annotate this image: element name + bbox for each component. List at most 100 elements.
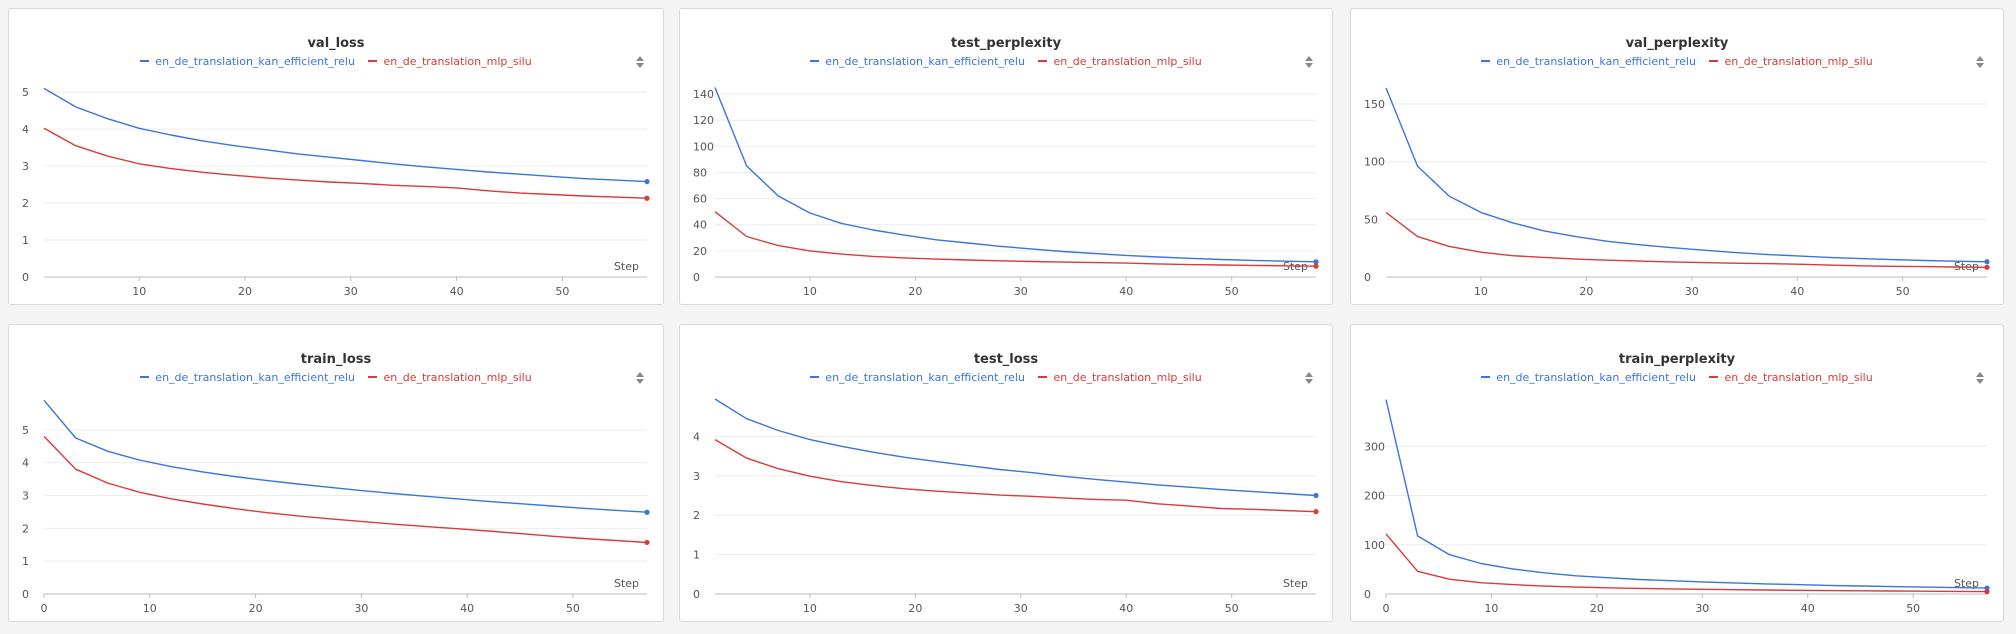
x-tick-label: 0 (1383, 602, 1390, 615)
y-tick-label: 1 (22, 555, 29, 568)
chart-legend: en_de_translation_kan_efficient_relu en_… (9, 55, 663, 69)
legend-scroll-arrows-icon[interactable] (1305, 56, 1313, 68)
y-tick-label: 4 (22, 123, 29, 136)
legend-entry-kan[interactable]: en_de_translation_kan_efficient_relu (810, 371, 1025, 385)
x-tick-label: 0 (41, 602, 48, 615)
x-tick-label: 50 (566, 602, 580, 615)
series-end-point-0 (1313, 259, 1319, 265)
x-tick-label: 40 (1119, 602, 1133, 615)
x-axis-label: Step (1954, 577, 1979, 590)
y-tick-label: 50 (1364, 213, 1378, 226)
series-line-0 (714, 398, 1317, 497)
legend-scroll-arrows-icon[interactable] (1305, 372, 1313, 384)
y-tick-label: 1 (22, 234, 29, 247)
legend-scroll-arrows-icon[interactable] (636, 372, 644, 384)
series-line-1 (714, 438, 1317, 513)
x-tick-label: 30 (354, 602, 368, 615)
x-tick-label: 30 (344, 285, 358, 298)
series-line-1 (43, 435, 648, 544)
series-line-0 (1385, 87, 1988, 263)
series-end-point-1 (1313, 509, 1319, 515)
legend-label: en_de_translation_kan_efficient_relu (155, 55, 355, 68)
panel-title: test_perplexity (950, 36, 1062, 51)
legend-entry-mlp[interactable]: en_de_translation_mlp_silu (368, 371, 532, 385)
y-tick-label: 3 (22, 490, 29, 503)
legend-line-icon (810, 376, 820, 378)
chart-legend: en_de_translation_kan_efficient_relu en_… (680, 371, 1332, 385)
legend-label: en_de_translation_kan_efficient_relu (1496, 371, 1696, 384)
legend-label: en_de_translation_kan_efficient_relu (825, 55, 1025, 68)
legend-entry-kan[interactable]: en_de_translation_kan_efficient_relu (140, 55, 355, 69)
legend-entry-mlp[interactable]: en_de_translation_mlp_silu (1038, 55, 1202, 69)
y-tick-label: 0 (1364, 588, 1371, 601)
series-end-point-1 (1984, 264, 1990, 270)
y-tick-label: 80 (693, 166, 707, 179)
chart-legend: en_de_translation_kan_efficient_relu en_… (1351, 371, 2003, 385)
legend-entry-kan[interactable]: en_de_translation_kan_efficient_relu (1481, 55, 1696, 69)
x-tick-label: 10 (1484, 602, 1498, 615)
panel-test-perplexity: 0 20 40 60 80 100 120 140 10 20 30 40 50 Step test_pe… (679, 8, 1333, 305)
panel-val-loss: 0 1 2 3 4 5 10 20 30 40 50 Step val_loss en_de_tran… (8, 8, 664, 305)
x-tick-label: 20 (249, 602, 263, 615)
legend-entry-kan[interactable]: en_de_translation_kan_efficient_relu (810, 55, 1025, 69)
legend-label: en_de_translation_kan_efficient_relu (1496, 55, 1696, 68)
y-tick-label: 20 (693, 245, 707, 258)
legend-entry-kan[interactable]: en_de_translation_kan_efficient_relu (140, 371, 355, 385)
y-tick-label: 5 (22, 424, 29, 437)
panel-title: test_loss (973, 352, 1039, 367)
legend-label: en_de_translation_mlp_silu (1053, 371, 1202, 384)
y-tick-label: 2 (22, 522, 29, 535)
series-line-1 (1385, 211, 1988, 268)
series-line-1 (43, 127, 648, 199)
legend-line-icon (1481, 60, 1491, 62)
legend-entry-kan[interactable]: en_de_translation_kan_efficient_relu (1481, 371, 1696, 385)
panel-train-loss: 0 1 2 3 4 5 0 10 20 30 40 50 Step train_loss en_de_t… (8, 324, 664, 622)
x-tick-label: 30 (1014, 602, 1028, 615)
x-tick-label: 20 (908, 602, 922, 615)
panel-train-perplexity: 0 100 200 300 0 10 20 30 40 50 Step train_perplexi… (1350, 324, 2004, 622)
series-end-point-1 (644, 539, 650, 546)
legend-entry-mlp[interactable]: en_de_translation_mlp_silu (1038, 371, 1202, 385)
y-tick-label: 100 (693, 140, 714, 153)
legend-scroll-arrows-icon[interactable] (1976, 372, 1984, 384)
val-loss-chart: 0 1 2 3 4 5 10 20 30 40 50 Step (22, 86, 650, 298)
x-tick-label: 20 (238, 285, 252, 298)
x-tick-label: 40 (1119, 285, 1133, 298)
legend-scroll-arrows-icon[interactable] (636, 56, 644, 68)
y-tick-label: 140 (693, 88, 714, 101)
test-loss-chart: 0 1 2 3 4 10 20 30 40 50 Step (693, 398, 1319, 615)
series-end-point-1 (1984, 589, 1990, 595)
series-line-1 (1385, 533, 1988, 593)
x-tick-label: 40 (1790, 285, 1804, 298)
x-tick-label: 20 (1590, 602, 1604, 615)
legend-line-icon (368, 60, 378, 62)
panel-title: val_loss (307, 36, 365, 51)
x-tick-label: 10 (803, 602, 817, 615)
series-end-point-1 (644, 195, 650, 201)
legend-label: en_de_translation_kan_efficient_relu (155, 371, 355, 384)
series-line-0 (43, 399, 648, 513)
legend-entry-mlp[interactable]: en_de_translation_mlp_silu (1709, 55, 1873, 69)
legend-entry-mlp[interactable]: en_de_translation_mlp_silu (1709, 371, 1873, 385)
series-line-1 (714, 211, 1317, 267)
legend-line-icon (140, 60, 150, 62)
panel-test-loss: 0 1 2 3 4 10 20 30 40 50 Step test_loss en_de_tran… (679, 324, 1333, 622)
y-tick-label: 1 (693, 549, 700, 562)
chart-legend: en_de_translation_kan_efficient_relu en_… (1351, 55, 2003, 69)
x-tick-label: 10 (1474, 285, 1488, 298)
y-tick-label: 0 (1364, 271, 1371, 284)
x-tick-label: 30 (1695, 602, 1709, 615)
series-line-0 (714, 87, 1317, 263)
legend-label: en_de_translation_mlp_silu (383, 371, 532, 384)
x-tick-label: 30 (1014, 285, 1028, 298)
chart-legend: en_de_translation_kan_efficient_relu en_… (9, 371, 663, 385)
legend-scroll-arrows-icon[interactable] (1976, 56, 1984, 68)
x-tick-label: 10 (132, 285, 146, 298)
y-tick-label: 0 (22, 271, 29, 284)
legend-entry-mlp[interactable]: en_de_translation_mlp_silu (368, 55, 532, 69)
legend-line-icon (1038, 376, 1048, 378)
x-tick-label: 50 (1896, 285, 1910, 298)
